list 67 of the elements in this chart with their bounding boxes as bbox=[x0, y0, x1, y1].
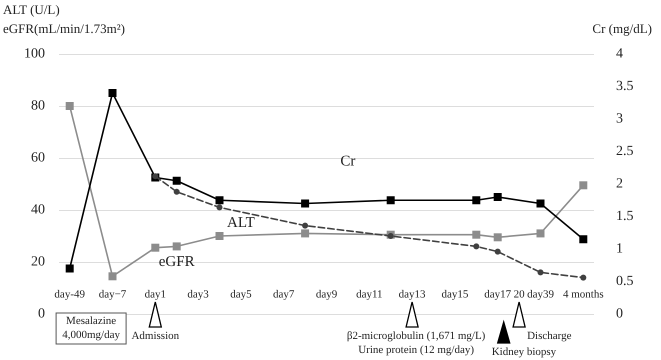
point bbox=[174, 188, 180, 195]
y2-tick-label: 1 bbox=[616, 242, 623, 256]
y2-tick-label: 4 bbox=[616, 46, 623, 62]
y2-tick-label: 0 bbox=[616, 306, 623, 322]
y2-tick-label: 2 bbox=[616, 176, 623, 192]
point bbox=[580, 274, 586, 281]
y2-tick-label: 3.5 bbox=[616, 79, 634, 94]
y2-axis-title: Cr (mg/dL) bbox=[592, 21, 652, 36]
text: Discharge bbox=[527, 330, 572, 342]
point bbox=[108, 272, 116, 280]
x-tick-label: day7 bbox=[273, 288, 295, 300]
point bbox=[473, 243, 480, 250]
point bbox=[302, 222, 308, 229]
point bbox=[472, 196, 480, 204]
point bbox=[579, 235, 588, 244]
point bbox=[386, 196, 395, 204]
point bbox=[172, 242, 181, 250]
text: Admission bbox=[131, 330, 180, 342]
point bbox=[472, 230, 480, 239]
point bbox=[151, 244, 160, 252]
x-tick-label: day13 bbox=[398, 288, 426, 300]
point bbox=[108, 89, 116, 97]
text: Cr bbox=[340, 153, 356, 170]
x-tick-label: 4 months bbox=[562, 288, 604, 300]
y2-tick-label: 3 bbox=[616, 112, 623, 126]
y2-tick-label: 1.5 bbox=[616, 209, 634, 224]
point bbox=[536, 229, 544, 238]
y-tick-label: 0 bbox=[38, 306, 45, 322]
x-tick-label: day3 bbox=[187, 288, 210, 300]
point bbox=[494, 248, 501, 255]
point bbox=[494, 233, 502, 242]
series-label: eGFR bbox=[158, 254, 195, 270]
x-tick-label: day5 bbox=[230, 288, 252, 300]
x-tick-label: day39 bbox=[527, 288, 554, 300]
point bbox=[216, 196, 224, 204]
point bbox=[216, 232, 224, 240]
y-axis-title: ALT (U/L) eGFR(mL/min/1.73m²) bbox=[3, 2, 125, 36]
series-label: ALT bbox=[227, 215, 255, 231]
point bbox=[579, 181, 588, 190]
x-tick-label: day9 bbox=[316, 288, 338, 300]
y-tick-label: 80 bbox=[31, 98, 45, 114]
text: β2-microglobulin (1,671 mg/L) Urine protein (12 mg/day) bbox=[346, 330, 486, 356]
point bbox=[216, 204, 222, 210]
point bbox=[301, 229, 310, 238]
y-tick-label: 40 bbox=[31, 202, 45, 218]
point bbox=[388, 233, 394, 239]
point bbox=[66, 102, 74, 110]
x-tick-label: day17 bbox=[484, 288, 512, 300]
x-tick-label: day-49 bbox=[54, 288, 86, 300]
y2-tick-label: 0.5 bbox=[616, 274, 634, 289]
x-tick-label: day−7 bbox=[98, 288, 127, 300]
point bbox=[494, 193, 502, 201]
y2-tick-label: 2.5 bbox=[616, 144, 634, 159]
y-tick-label: 100 bbox=[24, 46, 45, 62]
point bbox=[66, 264, 74, 272]
y-tick-label: 60 bbox=[31, 150, 45, 166]
y-tick-label: 20 bbox=[31, 254, 45, 270]
text: Kidney biopsy bbox=[492, 346, 557, 358]
x-tick-label: day15 bbox=[441, 288, 469, 300]
text: Mesalazine 4,000mg/day bbox=[62, 315, 120, 341]
x-tick-label: day11 bbox=[356, 288, 383, 300]
x-tick-label: 20 bbox=[514, 288, 526, 300]
point bbox=[172, 176, 181, 185]
point bbox=[536, 200, 544, 208]
point bbox=[301, 200, 310, 208]
x-tick-label: day1 bbox=[144, 288, 166, 300]
point bbox=[538, 269, 544, 276]
